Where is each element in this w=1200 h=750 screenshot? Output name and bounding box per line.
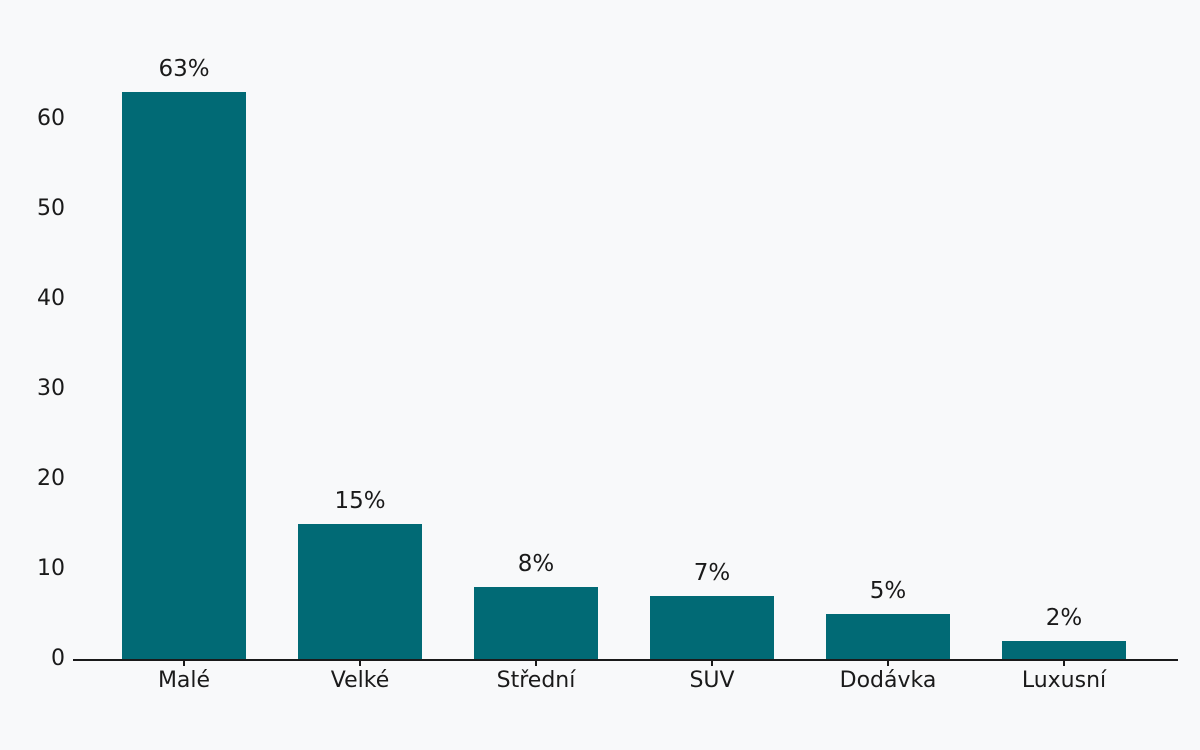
x-tick-mark <box>1063 661 1065 666</box>
bar <box>298 524 422 659</box>
bar <box>122 92 246 659</box>
x-tick-mark <box>359 661 361 666</box>
x-tick-label: Střední <box>496 668 576 693</box>
bar <box>474 587 598 659</box>
bar-value-label: 63% <box>158 56 210 82</box>
bar <box>826 614 950 659</box>
x-axis-line <box>73 659 1178 661</box>
y-tick-label: 50 <box>37 196 65 221</box>
bar-value-label: 2% <box>1045 605 1083 631</box>
x-tick-label: Luxusní <box>1021 668 1107 693</box>
x-tick-label: SUV <box>689 668 735 693</box>
x-tick-label: Malé <box>157 668 211 693</box>
y-tick-label: 40 <box>37 286 65 311</box>
bar <box>1002 641 1126 659</box>
bar-value-label: 5% <box>869 578 907 604</box>
y-tick-label: 0 <box>51 646 65 671</box>
x-tick-label: Velké <box>330 668 390 693</box>
bar-value-label: 8% <box>517 551 555 577</box>
x-tick-mark <box>535 661 537 666</box>
x-tick-mark <box>711 661 713 666</box>
y-tick-label: 20 <box>37 466 65 491</box>
x-tick-mark <box>887 661 889 666</box>
y-tick-label: 30 <box>37 376 65 401</box>
bar-value-label: 15% <box>334 488 386 514</box>
bar <box>650 596 774 659</box>
x-tick-label: Dodávka <box>839 668 937 693</box>
x-tick-mark <box>183 661 185 666</box>
y-tick-label: 60 <box>37 106 65 131</box>
y-tick-label: 10 <box>37 556 65 581</box>
bar-value-label: 7% <box>693 560 731 586</box>
